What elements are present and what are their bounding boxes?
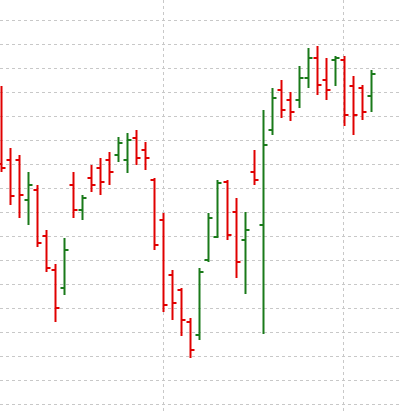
chart bbox=[0, 0, 401, 414]
page: (() => { const data = JSON.parse(documen… bbox=[0, 0, 401, 414]
